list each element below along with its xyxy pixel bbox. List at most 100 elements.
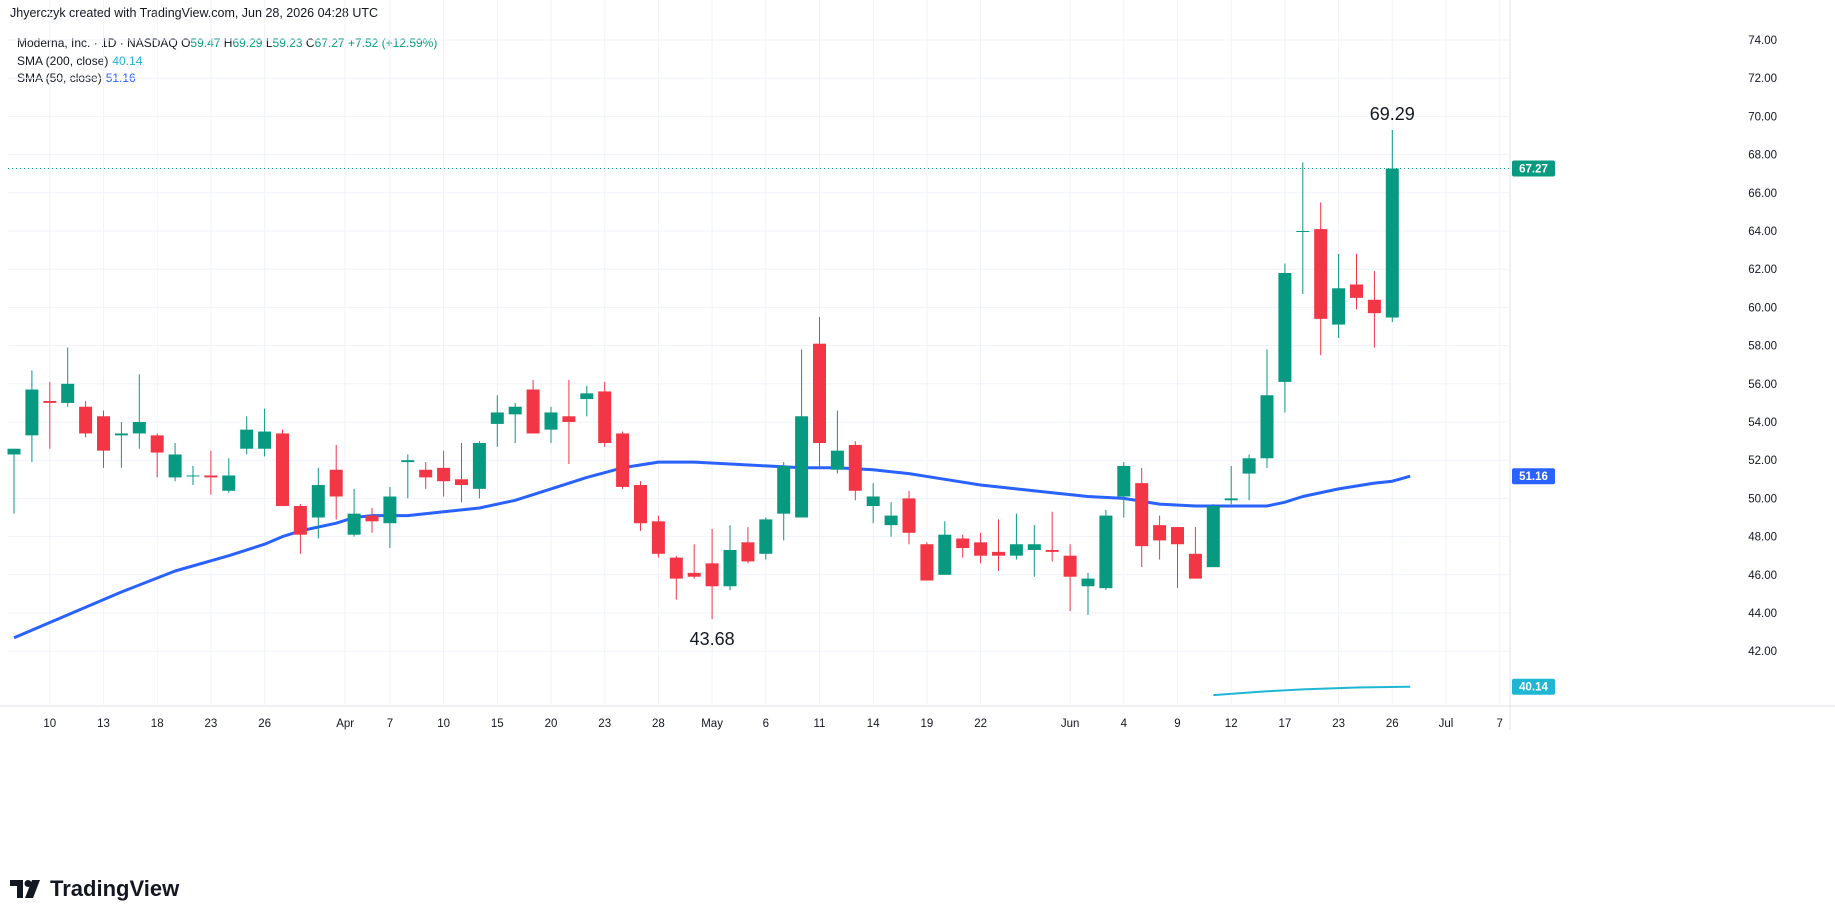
candle-body — [347, 513, 361, 535]
time-tick-label: 9 — [1174, 718, 1180, 730]
candle-body — [562, 416, 576, 422]
candles-layer — [7, 129, 1399, 620]
candle-body — [956, 538, 970, 549]
high-label: H — [223, 36, 233, 50]
candle-body — [1009, 544, 1023, 556]
candle — [1188, 527, 1202, 579]
candle-body — [795, 416, 809, 518]
candle-body — [902, 498, 916, 533]
candle-body — [938, 534, 952, 575]
candle — [455, 443, 468, 503]
candle — [1117, 462, 1131, 518]
price-tick-label: 74.00 — [1748, 35, 1777, 47]
candle — [222, 458, 236, 493]
candle — [79, 400, 93, 438]
candle — [311, 467, 325, 539]
candle-body — [580, 393, 594, 400]
time-tick-label: 17 — [1279, 718, 1292, 730]
tradingview-logo-icon — [10, 880, 44, 898]
time-tick-label: 23 — [598, 718, 611, 730]
candle — [884, 502, 898, 537]
candle — [1278, 263, 1292, 413]
candle-body — [705, 563, 719, 587]
candle-body — [222, 475, 236, 491]
candle — [419, 462, 433, 489]
time-tick-label: 7 — [387, 718, 393, 730]
time-tick-label: 20 — [545, 718, 558, 730]
time-tick-label: 26 — [1386, 718, 1399, 730]
tradingview-brand: TradingView — [10, 876, 179, 902]
candle — [25, 370, 39, 463]
sma200-legend-row[interactable]: SMA (200, close) 40.14 — [17, 53, 437, 71]
candle — [1385, 129, 1399, 323]
time-tick-label: 28 — [652, 718, 665, 730]
candle-body — [1081, 578, 1095, 587]
candle-body — [132, 422, 146, 434]
candle-body — [61, 383, 75, 403]
time-tick-label: 12 — [1225, 718, 1238, 730]
candle-body — [1045, 549, 1059, 552]
candle — [956, 534, 970, 558]
candle-body — [204, 475, 218, 478]
sma200-price-tag-bg — [1512, 678, 1555, 695]
candle — [1171, 527, 1184, 589]
candle — [168, 443, 182, 482]
candle-body — [1063, 555, 1077, 577]
candle-body — [866, 496, 880, 507]
time-tick-label: 19 — [921, 718, 934, 730]
sma50-price-tag: 51.16 — [1519, 471, 1548, 483]
time-tick-label: 15 — [491, 718, 504, 730]
candle-body — [759, 519, 773, 554]
candlestick-chart[interactable]: 42.00 44.00 46.00 48.00 50.00 52.00 54.00 56.00… — [0, 0, 1835, 870]
candle — [1081, 572, 1095, 615]
time-tick-label: 10 — [43, 718, 56, 730]
candle-body — [741, 542, 755, 562]
candle — [1135, 467, 1149, 568]
candle — [1153, 515, 1167, 560]
candle-body — [401, 460, 415, 463]
candle — [186, 465, 200, 486]
tradingview-wordmark: TradingView — [50, 876, 180, 901]
candle-body — [884, 515, 898, 526]
last-price-tag: 67.27 — [1519, 164, 1548, 176]
low-label: L — [265, 36, 273, 50]
candle — [1099, 509, 1113, 591]
candle-body — [1099, 515, 1113, 589]
candle — [974, 532, 988, 564]
candle — [240, 416, 254, 455]
candle — [1027, 525, 1041, 577]
candle-body — [651, 521, 665, 554]
candle — [43, 381, 57, 449]
candle-body — [687, 572, 701, 577]
candle-body — [1278, 273, 1292, 382]
candle-body — [598, 391, 612, 444]
candle-body — [150, 435, 164, 453]
candle — [472, 441, 486, 499]
price-tick-label: 52.00 — [1748, 455, 1777, 467]
candle — [1045, 511, 1059, 562]
price-tick-label: 64.00 — [1748, 226, 1777, 238]
candle-body — [830, 450, 844, 470]
candle — [902, 490, 916, 545]
candle — [329, 444, 343, 520]
time-tick-label: 4 — [1121, 718, 1128, 730]
candle-body — [1314, 229, 1328, 319]
candle — [347, 488, 361, 537]
chart-grid — [0, 0, 1835, 730]
candle-body — [293, 506, 307, 535]
time-tick-label: Jun — [1061, 718, 1080, 730]
price-tick-label: 68.00 — [1748, 150, 1777, 162]
candle-body — [240, 429, 254, 449]
candle-body — [1242, 458, 1256, 474]
candle — [634, 481, 647, 531]
candle-body — [43, 400, 57, 403]
candle — [132, 374, 146, 449]
candle — [490, 395, 504, 447]
candle-body — [25, 389, 39, 436]
candle — [293, 504, 307, 554]
time-tick-label: 23 — [205, 718, 218, 730]
candle — [1206, 504, 1220, 568]
candle-body — [365, 515, 379, 522]
candle — [795, 349, 809, 518]
candle-body — [79, 406, 93, 434]
